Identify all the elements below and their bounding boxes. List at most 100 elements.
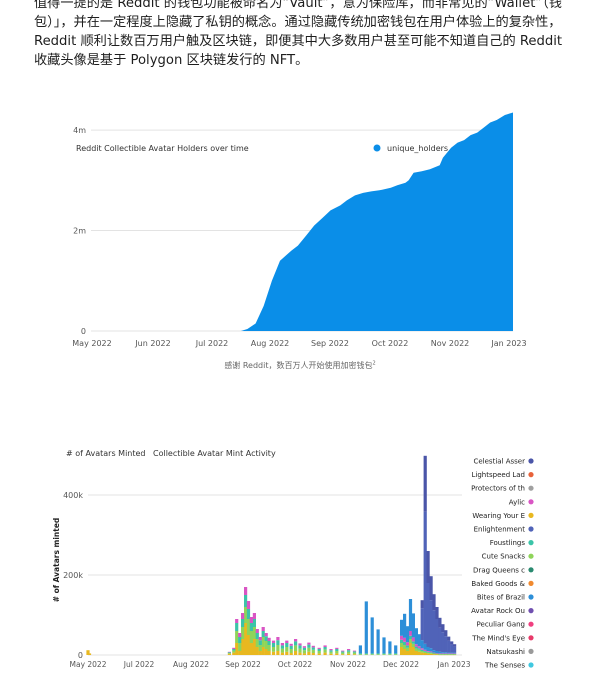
bar-segment — [280, 645, 284, 649]
bar-segment — [388, 641, 392, 654]
legend-swatch — [528, 458, 534, 464]
bar-segment — [255, 629, 259, 633]
legend-label: Baked Goods & — [471, 580, 525, 588]
y-tick-label: 2m — [73, 227, 86, 236]
bar-segment — [447, 654, 451, 656]
bar-segment — [420, 649, 424, 651]
bar-segment — [414, 646, 418, 649]
bar-segment — [285, 651, 289, 655]
bar-segment — [408, 639, 413, 643]
bar-segment — [280, 648, 284, 653]
legend-swatch — [528, 608, 534, 614]
bar-segment — [420, 651, 424, 653]
bar-segment — [258, 637, 262, 641]
chart-caption: 感谢 Reddit，数百万人开始使用加密钱包2 — [0, 360, 600, 371]
x-tick-label: Oct 2022 — [278, 660, 313, 669]
bar-segment — [358, 645, 362, 654]
bar-segment — [317, 647, 321, 649]
bar-segment — [447, 653, 451, 654]
bar-segment — [238, 651, 242, 655]
bar-segment — [364, 653, 368, 655]
bar-segment — [400, 619, 404, 636]
bar-segment — [438, 654, 442, 656]
bar-segment — [235, 619, 239, 623]
y-tick-label: 200k — [63, 571, 83, 580]
bar-segment — [244, 595, 248, 607]
bar-segment — [258, 651, 262, 655]
bar-segment — [289, 645, 293, 649]
bar-segment — [238, 643, 242, 651]
bar-segment — [317, 653, 321, 655]
bar-segment — [441, 632, 445, 653]
bar-segment — [400, 635, 404, 640]
bar-segment — [271, 643, 276, 647]
bar-segment — [289, 653, 293, 655]
legend-label: Lightspeed Lad — [472, 471, 525, 479]
bar-segment — [432, 654, 436, 655]
bar-segment — [311, 645, 315, 648]
bar-segment — [347, 653, 351, 655]
bar-segment — [323, 645, 327, 647]
bar-segment — [432, 653, 436, 655]
bar-segment — [447, 653, 451, 655]
chart-title: Collectible Avatar Mint Activity — [153, 449, 276, 458]
y-axis-label: # of Avatars minted — [52, 518, 61, 603]
legend-label: Foustlings — [490, 539, 526, 547]
legend-label: Protectors of th — [471, 485, 525, 493]
bar-segment — [323, 649, 327, 653]
bar-segment — [244, 607, 248, 623]
bar-segment — [453, 654, 457, 656]
legend-swatch — [528, 553, 534, 559]
bar-segment — [438, 627, 442, 652]
bar-segment — [235, 631, 239, 643]
bar-segment — [394, 645, 398, 654]
bar-segment — [246, 635, 251, 655]
x-tick-label: Aug 2022 — [173, 660, 209, 669]
bar-segment — [414, 648, 418, 651]
x-tick-label: Nov 2022 — [330, 660, 366, 669]
bar-segment — [302, 647, 306, 651]
legend-label: unique_holders — [387, 144, 448, 153]
bar-segment — [285, 647, 289, 652]
bar-segment — [382, 654, 386, 655]
legend-label: Celestial Asser — [473, 458, 525, 466]
bar-segment — [423, 511, 427, 644]
bar-segment — [420, 608, 424, 641]
bar-segment — [329, 650, 333, 652]
bar-segment — [289, 649, 293, 653]
x-tick-label: Jul 2022 — [123, 660, 155, 669]
bar-segment — [382, 653, 386, 655]
bar-segment — [370, 653, 374, 655]
bar-segment — [432, 610, 436, 651]
bar-segment — [280, 652, 284, 655]
bar-segment — [271, 647, 276, 652]
bar-segment — [444, 653, 448, 654]
bar-segment — [447, 640, 451, 653]
legend-label: Drag Queens c — [473, 566, 525, 574]
bar-segment — [435, 653, 439, 654]
x-tick-label: Aug 2022 — [251, 339, 290, 348]
bar-segment — [441, 653, 445, 655]
bar-segment — [352, 654, 357, 655]
bar-segment — [358, 654, 362, 655]
bar-segment — [438, 651, 442, 654]
article-line: 收藏头像是基于 Polygon 区块链发行的 NFT。 — [34, 53, 309, 68]
bar-segment — [276, 640, 280, 645]
caption-footnote: 2 — [372, 360, 376, 367]
bar-segment — [370, 654, 374, 655]
bar-segment — [405, 626, 410, 643]
bar-segment — [227, 653, 231, 654]
bar-segment — [311, 653, 315, 655]
bar-segment — [429, 652, 433, 653]
bar-segment — [255, 633, 259, 639]
bar-segment — [450, 652, 454, 654]
bar-segment — [352, 652, 357, 655]
bar-segment — [400, 643, 404, 647]
bar-segment — [405, 645, 410, 648]
bar-segment — [235, 643, 239, 655]
bar-segment — [232, 649, 236, 651]
bar-segment — [341, 650, 345, 652]
bar-segment — [417, 651, 421, 655]
legend-swatch — [528, 648, 534, 655]
